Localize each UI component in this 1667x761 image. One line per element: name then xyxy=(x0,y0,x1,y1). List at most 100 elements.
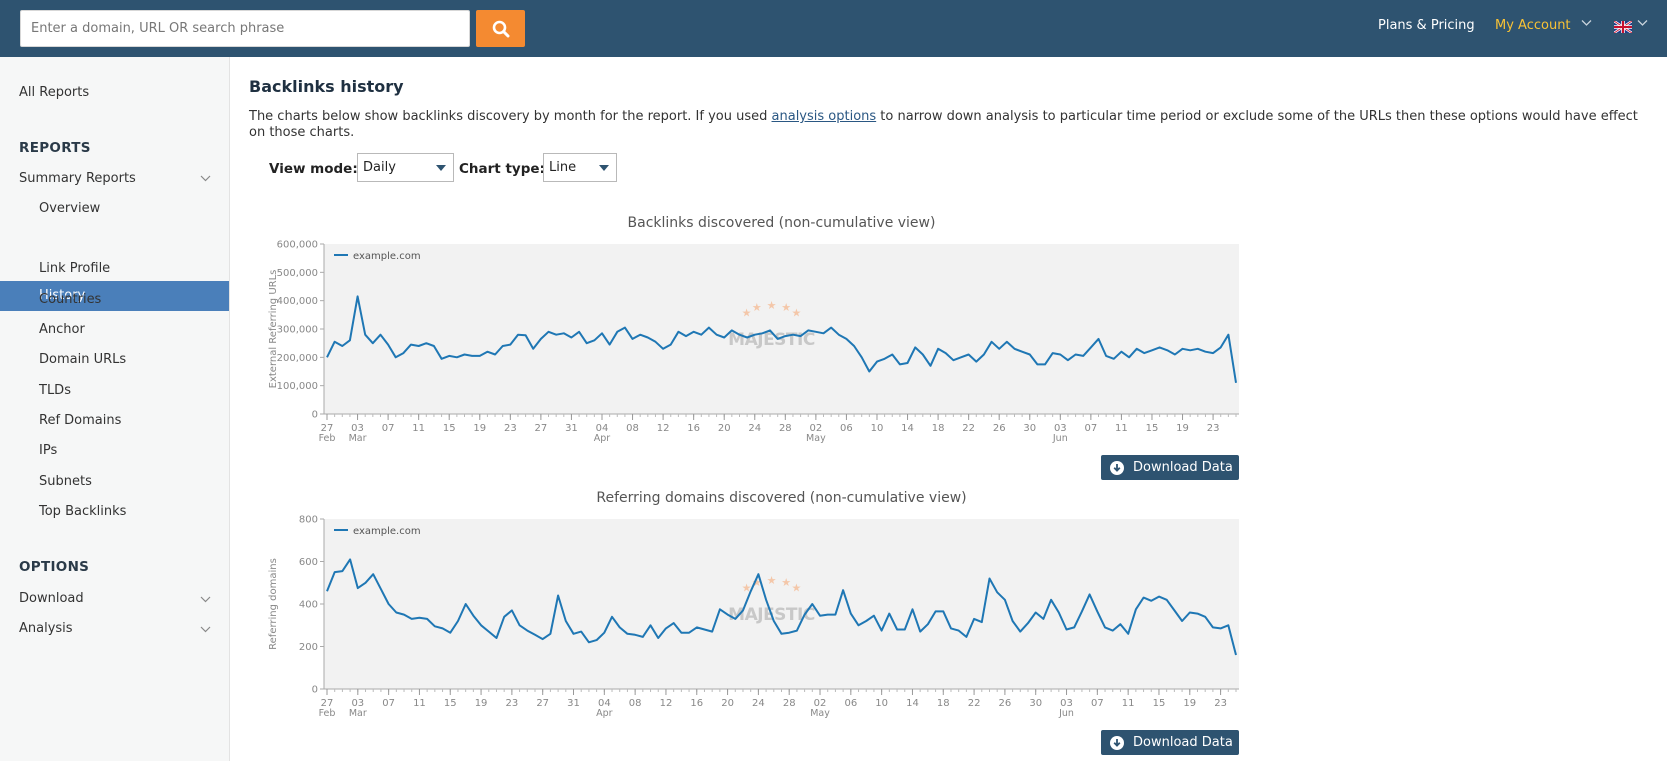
x-tick-label: 02 xyxy=(814,698,827,709)
x-tick-label: 22 xyxy=(968,698,981,709)
x-tick-label: 16 xyxy=(690,698,703,709)
plans-pricing-link[interactable]: Plans & Pricing xyxy=(1378,18,1475,33)
sidebar-item-link-profile[interactable]: Link Profile xyxy=(39,261,111,276)
search-input[interactable] xyxy=(20,10,470,47)
x-tick-label: 19 xyxy=(1176,423,1189,434)
x-tick-label: 14 xyxy=(901,423,914,434)
legend-label: example.com xyxy=(353,526,421,537)
x-tick-label: 23 xyxy=(1207,423,1220,434)
sidebar-item-ips[interactable]: IPs xyxy=(39,443,58,458)
chevron-down-icon[interactable] xyxy=(200,626,211,633)
sidebar: All Reports REPORTS Summary Reports Over… xyxy=(0,57,230,761)
x-tick-label: 27 xyxy=(535,423,548,434)
download-toggle[interactable]: Download xyxy=(19,591,84,606)
x-tick-label: 24 xyxy=(748,423,761,434)
my-account-menu[interactable]: My Account xyxy=(1495,18,1571,33)
x-tick-label: 03 xyxy=(351,423,364,434)
x-tick-label: 30 xyxy=(1029,698,1042,709)
sidebar-item-domain-urls[interactable]: Domain URLs xyxy=(39,352,127,367)
watermark-star-icon: ★ xyxy=(752,301,762,314)
x-tick-label: 11 xyxy=(1122,698,1135,709)
sidebar-item-overview[interactable]: Overview xyxy=(39,201,101,216)
x-tick-label: 22 xyxy=(962,423,975,434)
dropdown-caret-icon xyxy=(599,165,609,171)
x-tick-label: 16 xyxy=(687,423,700,434)
page-description: The charts below show backlinks discover… xyxy=(249,109,1639,141)
x-tick-label: 10 xyxy=(875,698,888,709)
x-tick-label: 11 xyxy=(1115,423,1128,434)
reports-heading: REPORTS xyxy=(19,140,91,156)
x-tick-label: 14 xyxy=(906,698,919,709)
x-tick-month-label: Apr xyxy=(596,708,613,719)
view-mode-label: View mode: xyxy=(269,161,358,177)
sidebar-item-ref-domains[interactable]: Ref Domains xyxy=(39,413,122,428)
x-tick-label: 02 xyxy=(810,423,823,434)
x-tick-label: 11 xyxy=(412,423,425,434)
summary-reports-toggle[interactable]: Summary Reports xyxy=(19,171,136,186)
watermark-star-icon: ★ xyxy=(781,301,791,314)
sidebar-item-top-backlinks[interactable]: Top Backlinks xyxy=(39,504,127,519)
chevron-down-icon[interactable] xyxy=(200,175,211,182)
watermark-star-icon: ★ xyxy=(792,582,802,595)
x-tick-label: 07 xyxy=(1084,423,1097,434)
x-tick-label: 19 xyxy=(475,698,488,709)
sidebar-item-subnets[interactable]: Subnets xyxy=(39,474,92,489)
chevron-down-icon[interactable] xyxy=(200,596,211,603)
x-tick-label: 07 xyxy=(382,698,395,709)
uk-flag-icon[interactable] xyxy=(1614,21,1632,33)
y-tick-label: 600 xyxy=(299,557,318,568)
watermark-star-icon: ★ xyxy=(792,307,802,320)
view-mode-value: Daily xyxy=(363,160,396,175)
chart-type-label: Chart type: xyxy=(459,161,545,177)
chevron-down-icon[interactable] xyxy=(1581,19,1592,27)
y-tick-label: 400,000 xyxy=(277,296,318,307)
y-tick-label: 300,000 xyxy=(277,325,318,336)
options-heading: OPTIONS xyxy=(19,559,90,575)
x-tick-label: 23 xyxy=(504,423,517,434)
watermark-star-icon: ★ xyxy=(752,576,762,589)
x-tick-label: 19 xyxy=(473,423,486,434)
sidebar-item-anchor[interactable]: Anchor xyxy=(39,322,85,337)
y-tick-label: 800 xyxy=(299,515,318,526)
sidebar-item-countries[interactable]: Countries xyxy=(39,292,102,307)
chart-title: Backlinks discovered (non-cumulative vie… xyxy=(628,215,936,231)
x-tick-label: 24 xyxy=(752,698,765,709)
x-tick-month-label: May xyxy=(810,708,830,719)
x-tick-label: 30 xyxy=(1023,423,1036,434)
download-data-button[interactable]: Download Data xyxy=(1101,455,1239,480)
y-tick-label: 0 xyxy=(312,410,318,421)
x-tick-label: 20 xyxy=(721,698,734,709)
description-text: to narrow down analysis to particular ti… xyxy=(249,109,1638,140)
search-button[interactable] xyxy=(476,10,525,47)
x-tick-label: 27 xyxy=(321,698,334,709)
analysis-toggle[interactable]: Analysis xyxy=(19,621,73,636)
sidebar-item-history[interactable]: History xyxy=(0,281,229,311)
all-reports-link[interactable]: All Reports xyxy=(19,85,90,100)
x-tick-label: 07 xyxy=(382,423,395,434)
x-tick-label: 11 xyxy=(413,698,426,709)
page-title: Backlinks history xyxy=(249,77,404,96)
view-mode-select[interactable]: Daily xyxy=(357,153,454,182)
x-tick-month-label: Feb xyxy=(319,433,336,444)
y-tick-label: 100,000 xyxy=(277,381,318,392)
top-bar: Plans & Pricing My Account xyxy=(0,0,1667,57)
analysis-options-link[interactable]: analysis options xyxy=(771,109,877,124)
x-tick-label: 08 xyxy=(629,698,642,709)
language-chevron-icon[interactable] xyxy=(1637,19,1648,27)
chart-type-value: Line xyxy=(549,160,577,175)
x-tick-month-label: Apr xyxy=(594,433,611,444)
download-data-button[interactable]: Download Data xyxy=(1101,730,1239,755)
dropdown-caret-icon xyxy=(436,165,446,171)
watermark-star-icon: ★ xyxy=(742,582,752,595)
y-axis-label: Referring domains xyxy=(268,558,279,650)
x-tick-label: 06 xyxy=(840,423,853,434)
y-axis-label: External Referring URLs xyxy=(268,270,279,389)
x-tick-label: 26 xyxy=(999,698,1012,709)
x-tick-label: 18 xyxy=(937,698,950,709)
description-text: The charts below show backlinks discover… xyxy=(249,109,772,124)
series-line xyxy=(326,295,1237,383)
sidebar-item-tlds[interactable]: TLDs xyxy=(39,383,71,398)
x-tick-label: 03 xyxy=(351,698,364,709)
series-line xyxy=(326,558,1237,656)
chart-type-select[interactable]: Line xyxy=(543,153,617,182)
